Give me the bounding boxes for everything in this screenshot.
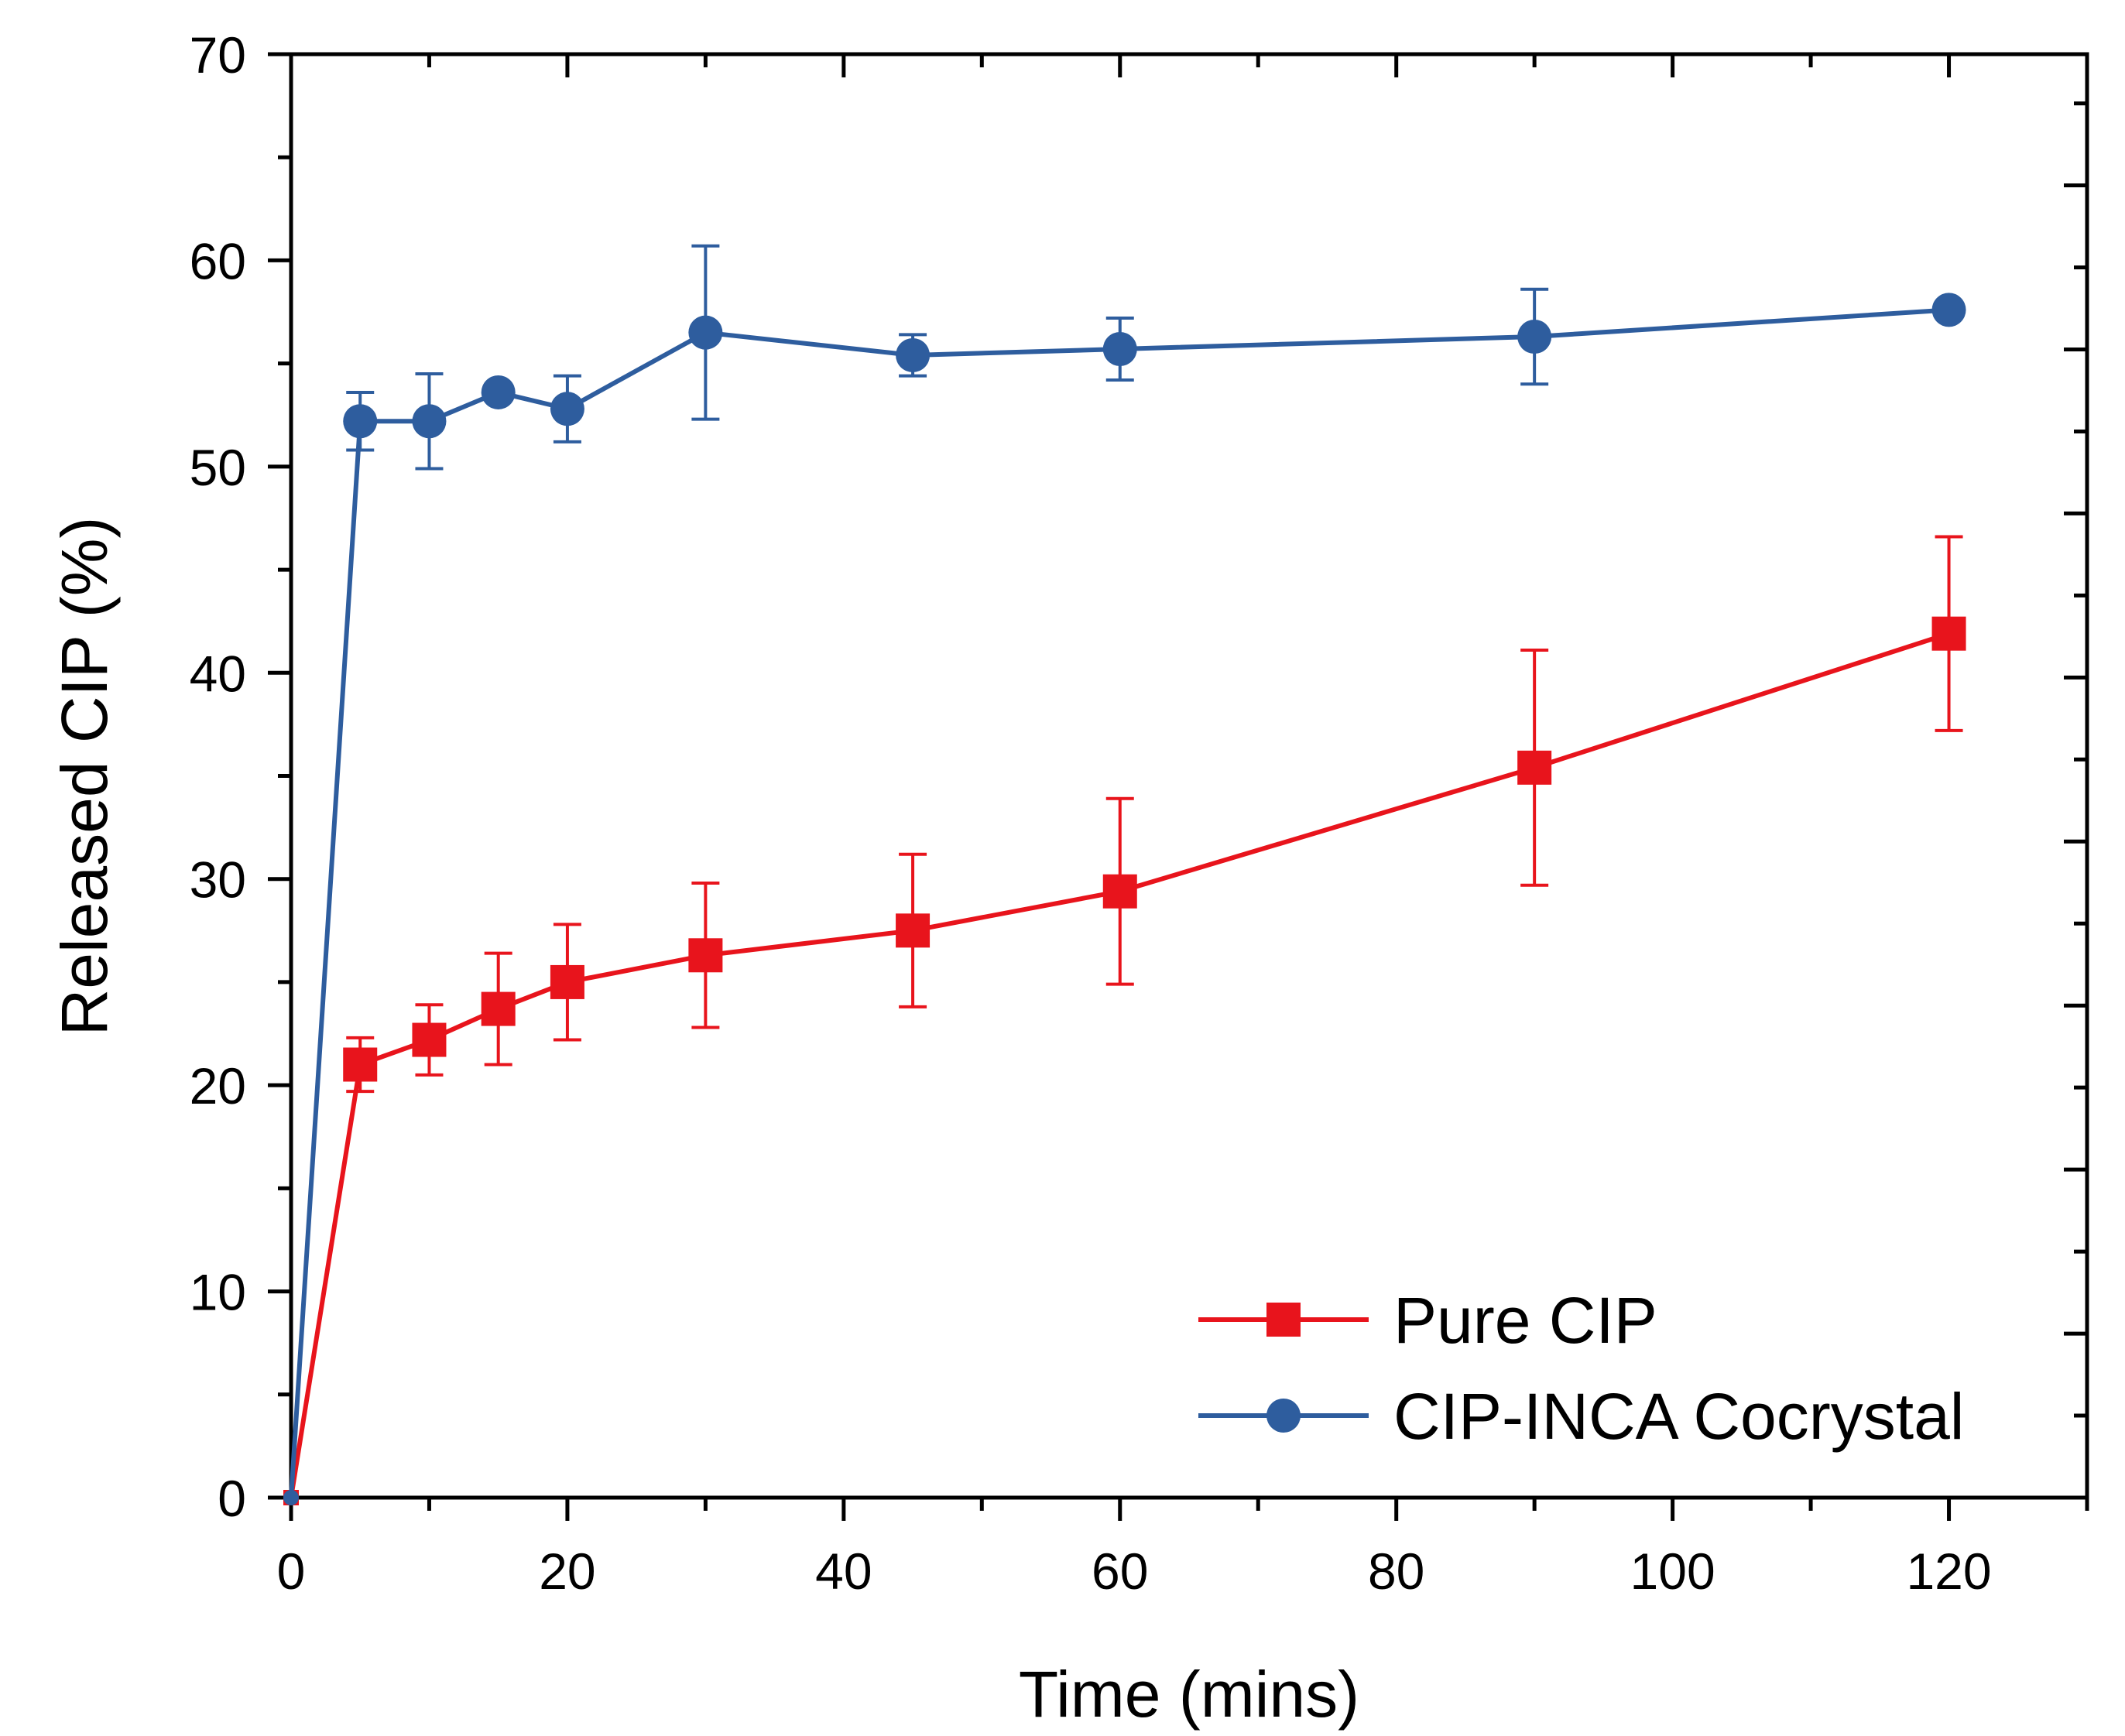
plot-frame (289, 52, 2089, 1500)
series-layer (283, 244, 1966, 1505)
data-point (1931, 293, 1966, 327)
x-tick-label: 120 (1906, 1543, 1991, 1600)
data-point (481, 991, 516, 1026)
data-point (1931, 616, 1966, 651)
data-point (412, 1022, 447, 1057)
data-point (688, 938, 723, 973)
data-point (1102, 874, 1137, 909)
y-axis-title: Released CIP (%) (48, 517, 121, 1036)
x-tick-label: 60 (1092, 1543, 1148, 1600)
x-tick-label: 100 (1630, 1543, 1715, 1600)
legend: Pure CIP CIP-INCA Cocrystal (1198, 1284, 1964, 1453)
data-point (896, 337, 931, 372)
series-pure-cip (283, 535, 1966, 1505)
data-point (343, 1047, 378, 1082)
axis-tick-labels: 0 20 40 60 80 100 120 0 10 20 30 40 50 60 70 (190, 26, 1992, 1600)
y-tick-label: 50 (190, 439, 246, 496)
data-point (1102, 331, 1137, 366)
x-tick-label: 40 (815, 1543, 872, 1600)
y-tick-label: 60 (190, 232, 246, 289)
x-tick-label: 80 (1368, 1543, 1424, 1600)
data-point (481, 375, 516, 409)
data-point (343, 404, 378, 439)
y-tick-label: 40 (190, 645, 246, 702)
legend-marker-pure-cip (1266, 1303, 1301, 1337)
legend-marker-cocrystal (1266, 1399, 1301, 1433)
axis-ticks (268, 52, 2089, 1521)
data-point (1517, 750, 1552, 785)
data-point (412, 404, 447, 439)
y-tick-label: 0 (218, 1470, 246, 1527)
x-axis-title: Time (mins) (1019, 1658, 1359, 1731)
legend-label-cocrystal: CIP-INCA Cocrystal (1393, 1380, 1964, 1453)
data-point (1517, 320, 1552, 354)
series-line (289, 631, 1950, 1498)
data-point (896, 913, 931, 948)
y-tick-label: 70 (190, 26, 246, 84)
series-cip-inca-cocrystal (283, 244, 1966, 1505)
data-point (688, 315, 723, 350)
data-point (283, 1490, 299, 1505)
data-point (550, 964, 584, 999)
series-line (289, 307, 1949, 1498)
y-tick-label: 30 (190, 851, 246, 909)
legend-label-pure-cip: Pure CIP (1393, 1284, 1657, 1357)
data-point (550, 392, 584, 426)
x-tick-label: 0 (277, 1543, 306, 1600)
x-tick-label: 20 (539, 1543, 595, 1600)
y-tick-label: 10 (190, 1264, 246, 1321)
y-tick-label: 20 (190, 1057, 246, 1115)
